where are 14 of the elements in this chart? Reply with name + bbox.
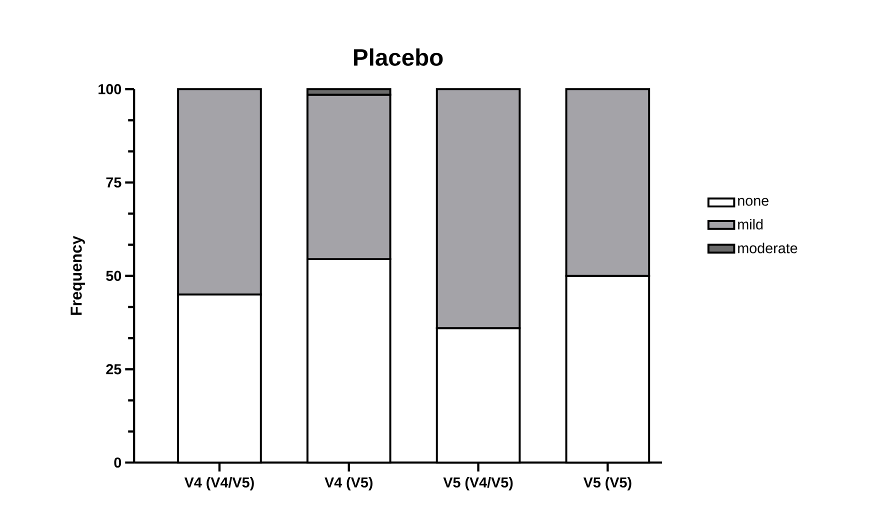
y-tick-label: 100 [98,84,122,94]
y-tick-label: 0 [114,457,122,468]
legend-label: moderate [738,242,798,254]
y-tick-label: 75 [106,177,122,188]
x-tick-label: V4 (V4/V5) [184,476,254,490]
y-tick-label: 25 [106,364,122,374]
y-axis-title: Frequency [70,236,85,315]
x-tick-label: V4 (V5) [324,476,372,490]
x-tick-label: V5 (V4/V5) [443,476,513,490]
chart-title: Placebo [354,48,443,66]
legend-label: none [738,198,768,206]
legend-label: mild [738,218,763,230]
y-tick-label: 50 [106,270,122,281]
x-tick-label: V5 (V5) [583,476,632,490]
